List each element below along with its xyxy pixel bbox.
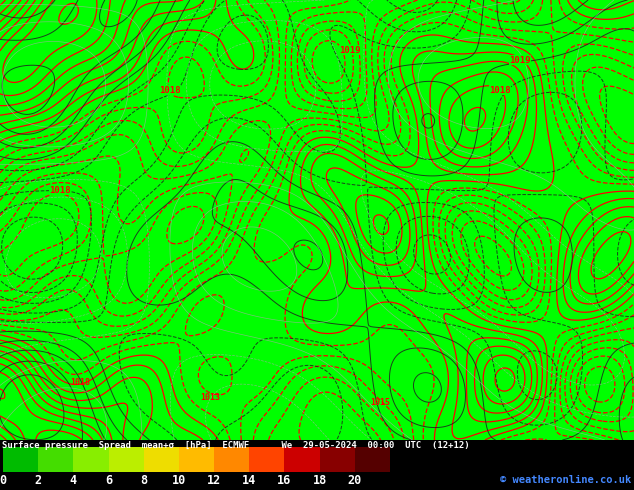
Text: 8: 8	[140, 474, 147, 487]
Text: 12: 12	[207, 474, 221, 487]
Bar	[144, 447, 179, 472]
Text: 6: 6	[105, 474, 112, 487]
Text: 10: 10	[172, 474, 186, 487]
Bar	[214, 447, 249, 472]
Text: 1018: 1018	[489, 85, 511, 95]
Bar	[355, 447, 390, 472]
Text: 1018: 1018	[159, 85, 181, 95]
Text: 20: 20	[347, 474, 362, 487]
Text: 1018: 1018	[70, 378, 90, 387]
Text: 14: 14	[242, 474, 256, 487]
Bar	[38, 447, 74, 472]
Text: 4: 4	[70, 474, 77, 487]
Text: 18: 18	[313, 474, 327, 487]
Bar	[320, 447, 355, 472]
Bar	[179, 447, 214, 472]
Bar	[3, 447, 38, 472]
Text: 1015: 1015	[370, 398, 390, 407]
Text: Surface pressure  Spread  mean+σ  [hPa]  ECMWF      We  29-05-2024  00:00  UTC  : Surface pressure Spread mean+σ [hPa] ECM…	[2, 441, 470, 450]
Bar	[249, 447, 285, 472]
Text: 1013: 1013	[200, 393, 220, 402]
Text: 1019: 1019	[509, 55, 531, 65]
Bar	[74, 447, 108, 472]
Text: 1018: 1018	[49, 186, 71, 195]
Text: 16: 16	[277, 474, 292, 487]
Bar	[285, 447, 320, 472]
Bar	[108, 447, 144, 472]
Text: 2: 2	[35, 474, 42, 487]
Text: 1019: 1019	[339, 46, 361, 54]
Text: © weatheronline.co.uk: © weatheronline.co.uk	[500, 475, 631, 485]
Text: 0: 0	[0, 474, 6, 487]
